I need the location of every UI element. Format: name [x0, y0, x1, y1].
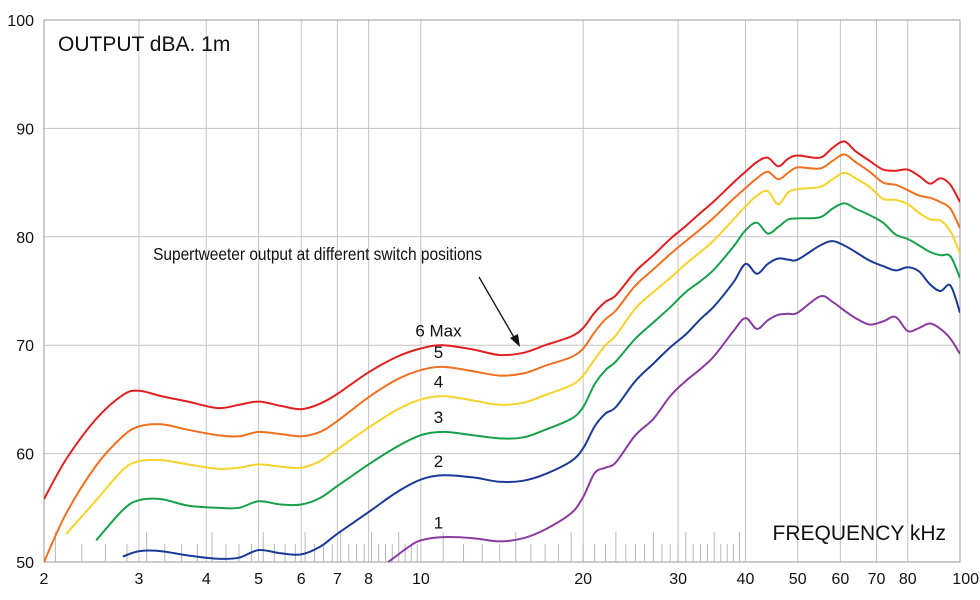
annotation-arrow-line	[478, 276, 516, 340]
chart-title: OUTPUT dBA. 1m	[58, 33, 230, 56]
y-tick-labels: 50 60 70 80 90 100	[7, 13, 34, 572]
annotation-text: Supertweeter output at different switch …	[153, 244, 482, 264]
x-tick-label: 7	[333, 571, 342, 588]
x-tick-label: 60	[831, 571, 849, 588]
x-tick-label: 2	[40, 571, 49, 588]
series-line-2	[44, 153, 960, 562]
x-tick-label: 8	[364, 571, 373, 588]
series-label-6: 1	[434, 513, 443, 532]
x-tick-label: 20	[574, 571, 592, 588]
minor-ticks	[54, 532, 741, 562]
x-tick-label: 3	[134, 571, 143, 588]
x-tick-label: 80	[899, 571, 917, 588]
series-label-4: 3	[434, 408, 443, 427]
plot-frame	[43, 19, 961, 563]
series-label-1: 6 Max	[415, 322, 462, 341]
x-tick-label: 10	[412, 571, 430, 588]
series-line-5	[122, 240, 960, 560]
y-tick-label: 80	[16, 230, 34, 247]
x-tick-label: 100	[952, 571, 979, 588]
y-tick-label: 60	[16, 447, 34, 464]
x-tick-label: 30	[669, 571, 687, 588]
series-label-3: 4	[434, 372, 443, 391]
series-lines	[44, 140, 960, 562]
y-tick-label: 90	[16, 121, 34, 138]
series-label-5: 2	[434, 452, 443, 471]
series-line-1	[44, 140, 960, 500]
series-label-2: 5	[434, 343, 443, 362]
grid-lines	[43, 19, 961, 563]
series-line-3	[65, 171, 960, 535]
x-tick-label: 5	[254, 571, 263, 588]
x-tick-label: 40	[737, 571, 755, 588]
x-axis-label: FREQUENCY kHz	[773, 522, 946, 545]
x-tick-labels: 2 3 4 5 6 7 8 10 20 30 40 50 60 70 80 100	[40, 571, 980, 588]
annotation-arrowhead	[510, 334, 520, 347]
x-tick-label: 50	[789, 571, 807, 588]
series-line-6	[387, 295, 960, 562]
x-tick-label: 6	[297, 571, 306, 588]
x-tick-label: 4	[202, 571, 211, 588]
x-tick-label: 70	[868, 571, 886, 588]
y-tick-label: 100	[7, 13, 34, 30]
y-tick-label: 70	[16, 338, 34, 355]
series-labels: 6 Max 5 4 3 2 1	[415, 322, 462, 533]
series-line-4	[95, 202, 960, 541]
y-tick-label: 50	[16, 555, 34, 572]
annotation: Supertweeter output at different switch …	[153, 244, 520, 347]
